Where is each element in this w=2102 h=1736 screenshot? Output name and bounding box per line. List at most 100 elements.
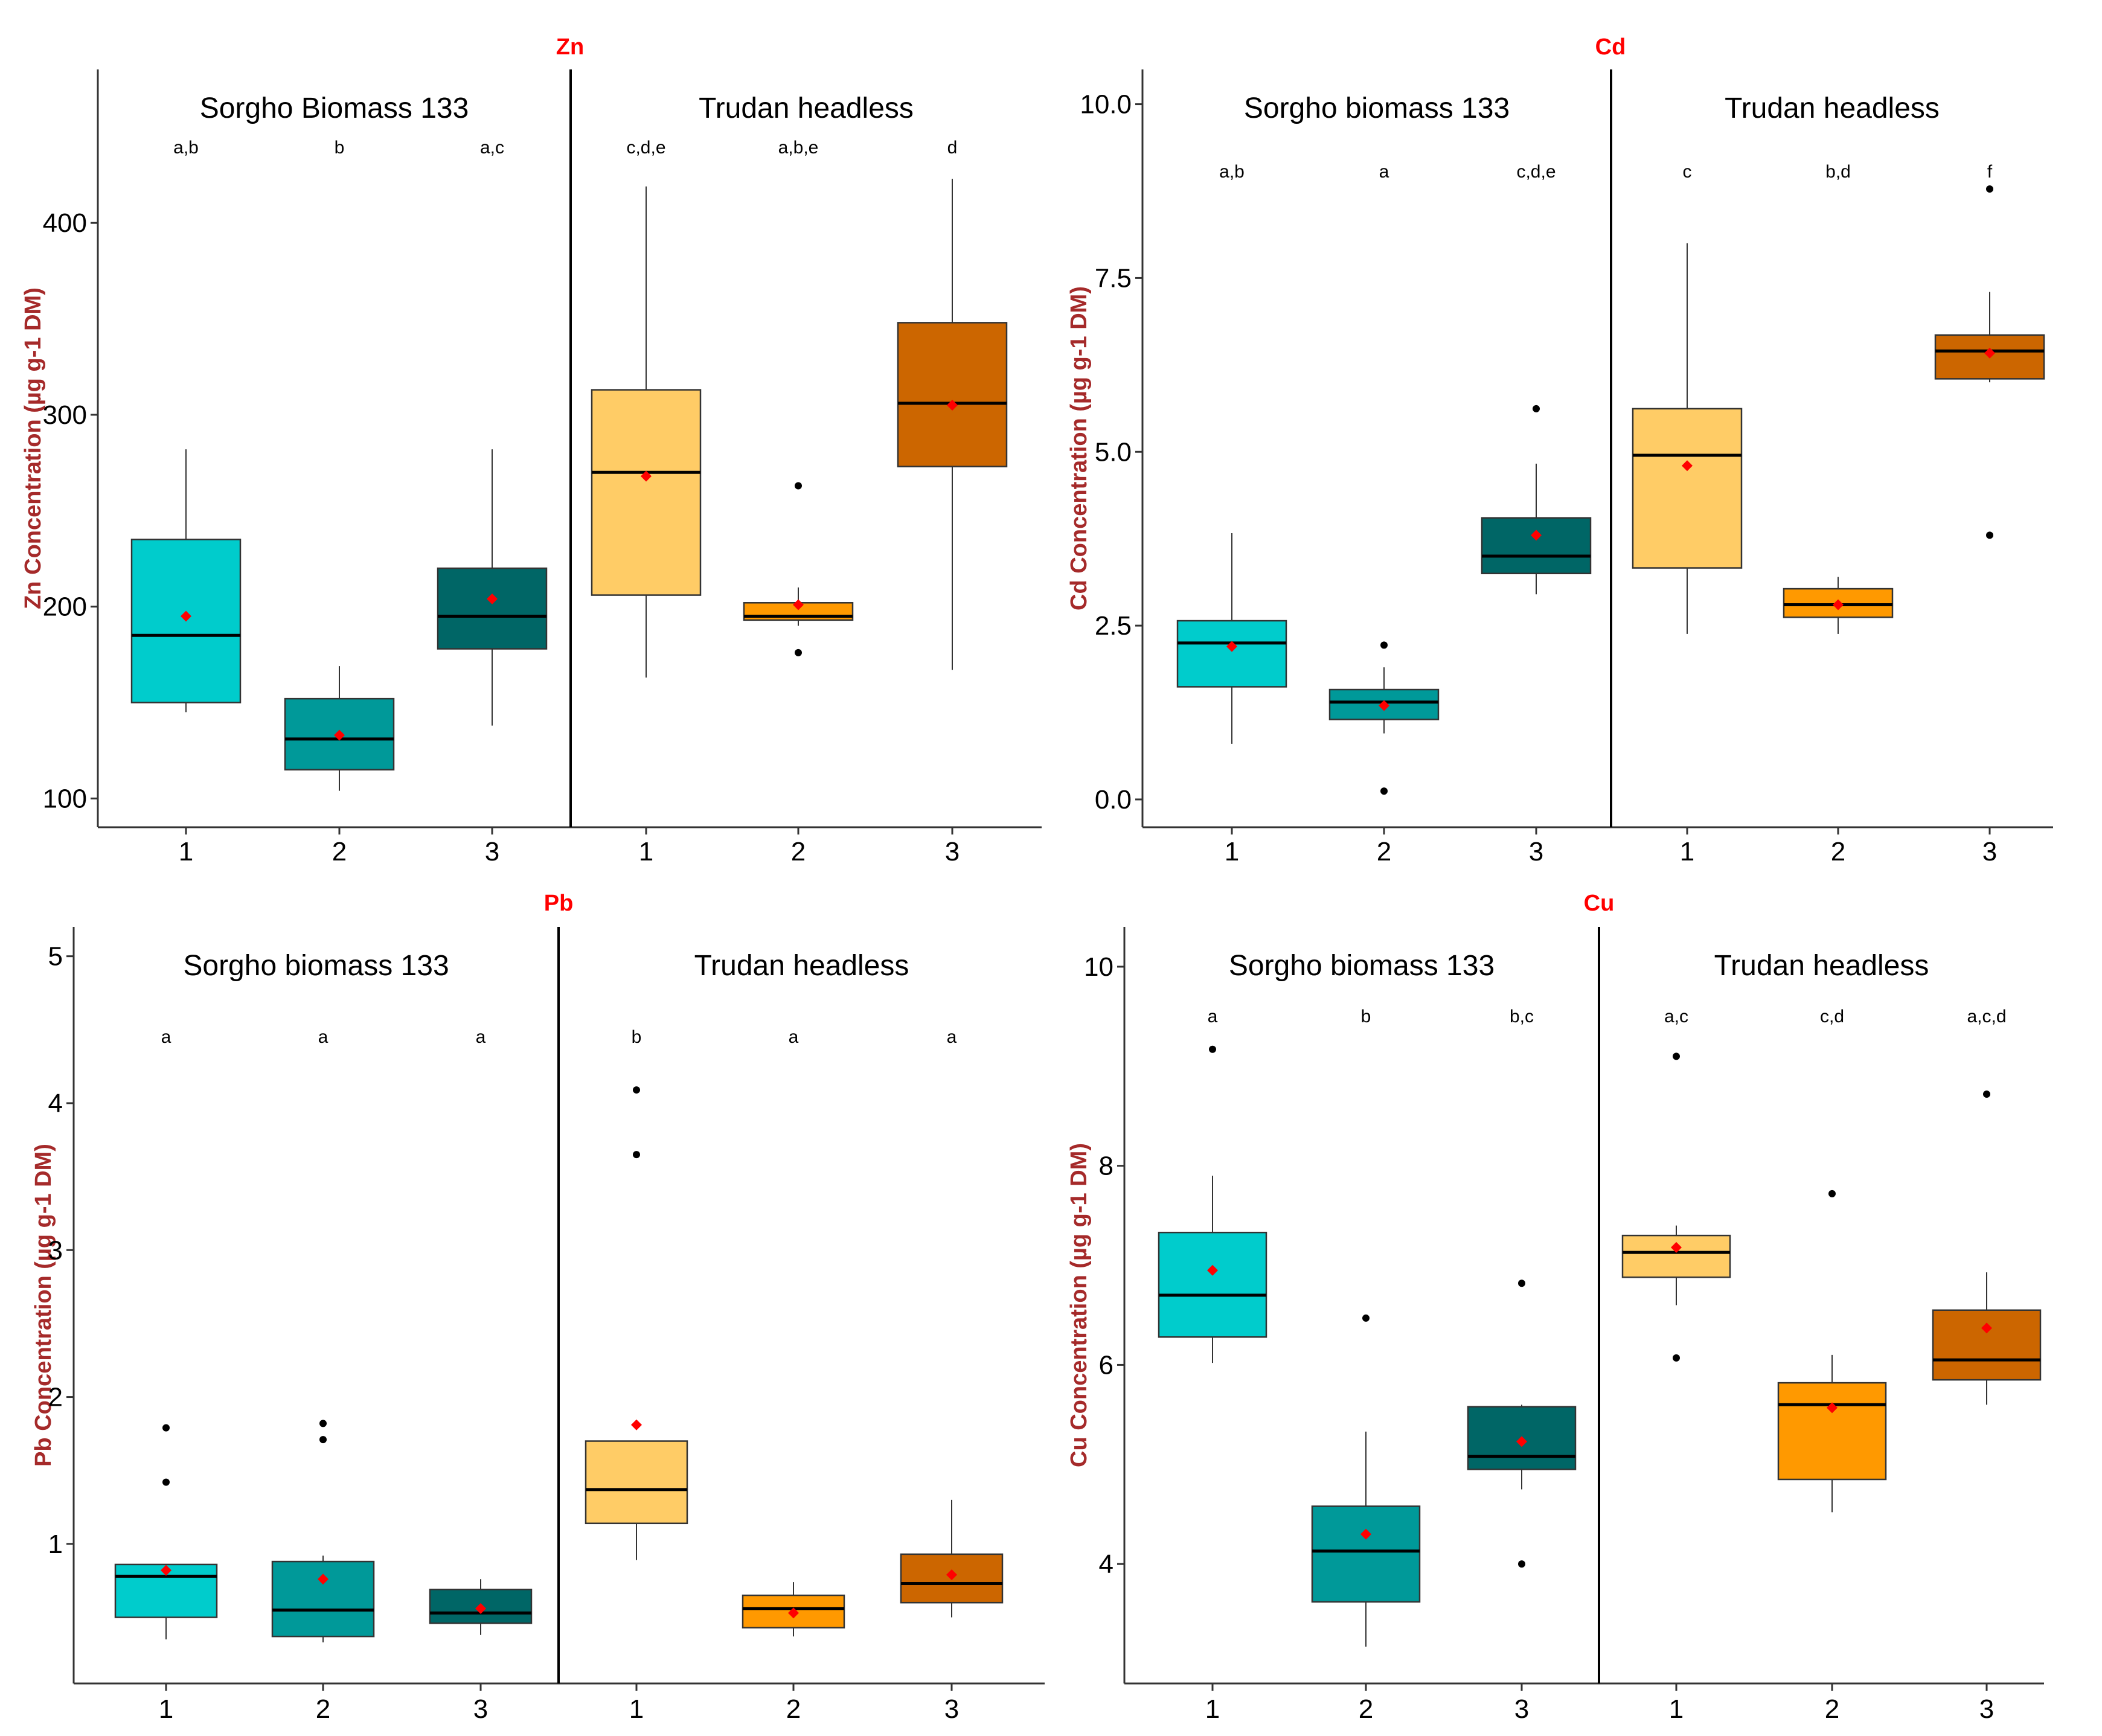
mean-marker <box>631 1419 642 1430</box>
mean-marker <box>1833 599 1844 610</box>
boxplot-group: a,b <box>130 138 242 713</box>
boxplot-group: a <box>429 1027 533 1635</box>
mean-marker <box>1981 1322 1992 1334</box>
significance-letters: a <box>947 1027 957 1047</box>
y-tick-label: 10 <box>1084 952 1113 982</box>
significance-letters: b,d <box>1825 162 1851 182</box>
outlier-point <box>319 1420 327 1427</box>
significance-letters: a,b <box>173 138 199 158</box>
significance-letters: a <box>789 1027 799 1047</box>
x-tick-label: 2 <box>791 837 806 866</box>
significance-letters: a,c <box>1664 1007 1688 1027</box>
outlier-point <box>1209 1045 1216 1053</box>
x-tick-label: 2 <box>1359 1694 1373 1724</box>
boxplot-group: a <box>114 1027 218 1640</box>
y-tick-label: 6 <box>1099 1350 1113 1380</box>
y-axis-label: Cd Concentration (µg g-1 DM) <box>1066 286 1092 610</box>
significance-letters: a,c <box>480 138 504 158</box>
mean-marker <box>1207 1264 1218 1276</box>
x-tick-label: 3 <box>1514 1694 1529 1724</box>
boxplot-group: b <box>585 1027 688 1560</box>
y-tick-label: 8 <box>1099 1151 1113 1181</box>
mean-marker <box>181 610 191 622</box>
outlier-point <box>795 649 802 656</box>
outlier-point <box>1828 1190 1836 1197</box>
significance-letters: a <box>1208 1007 1218 1027</box>
box <box>1481 517 1592 574</box>
significance-letters: a,b,e <box>778 138 819 158</box>
boxplot-group: d <box>897 138 1008 670</box>
box <box>585 1440 688 1525</box>
boxplot-group: a <box>1328 162 1440 795</box>
boxplot-group: f <box>1934 162 2045 539</box>
y-tick-label: 5.0 <box>1095 437 1132 467</box>
y-tick-label: 7.5 <box>1095 263 1132 293</box>
boxplot-group: c <box>1632 162 1743 634</box>
outlier-point <box>633 1151 640 1159</box>
significance-letters: a,b <box>1219 162 1245 182</box>
boxplot-group: b,d <box>1783 162 1894 634</box>
outlier-point <box>319 1436 327 1444</box>
boxplot-group: a <box>271 1027 375 1642</box>
boxplot-group: a,b,e <box>743 138 854 656</box>
x-tick-label: 2 <box>1831 837 1845 866</box>
y-tick-label: 100 <box>43 784 87 813</box>
y-tick-label: 300 <box>43 400 87 430</box>
x-tick-label: 2 <box>1377 837 1391 866</box>
boxplot-group: b <box>1311 1007 1421 1647</box>
mean-marker <box>1531 530 1542 541</box>
x-tick-label: 2 <box>316 1694 330 1724</box>
y-tick-label: 4 <box>48 1089 63 1118</box>
facet-label: Sorgho biomass 133 <box>1229 950 1495 982</box>
mean-marker <box>475 1603 486 1614</box>
outlier-point <box>1518 1560 1525 1568</box>
mean-marker <box>793 599 804 610</box>
y-tick-label: 2 <box>48 1383 63 1412</box>
boxplot-group: a <box>900 1027 1004 1618</box>
mean-marker <box>1516 1436 1527 1447</box>
mean-marker <box>318 1574 328 1585</box>
boxplot-group: c,d,e <box>591 138 702 678</box>
box <box>1176 620 1287 688</box>
plot-title: Zn <box>556 34 584 60</box>
facet-label: Sorgho biomass 133 <box>183 950 449 982</box>
facet-label: Trudan headless <box>1714 950 1929 982</box>
pb-panel: Pb Pb Concentration (µg g-1 DM) 1 2 3 4 5 1 2 3 1 2… <box>31 891 1045 1724</box>
mean-marker <box>947 400 958 411</box>
outlier-point <box>1362 1314 1370 1322</box>
y-tick-label: 1 <box>48 1529 63 1559</box>
mean-marker <box>1226 641 1237 652</box>
significance-letters: a <box>1379 162 1389 182</box>
outlier-point <box>1518 1280 1525 1287</box>
boxplot-group: a,c,d <box>1932 1007 2042 1405</box>
box <box>1158 1231 1267 1338</box>
y-tick-label: 2.5 <box>1095 611 1132 641</box>
cd-panel: Cd Cd Concentration (µg g-1 DM) 0.0 2.5 5.0 7… <box>1066 34 2053 866</box>
mean-marker <box>1379 700 1389 711</box>
mean-marker <box>1360 1528 1371 1540</box>
x-tick-label: 1 <box>1680 837 1694 866</box>
significance-letters: b <box>335 138 345 158</box>
mean-marker <box>487 593 498 604</box>
x-tick-label: 1 <box>1669 1694 1684 1724</box>
box <box>1932 1309 2042 1381</box>
boxplot-group: a,c <box>1621 1007 1731 1362</box>
x-tick-label: 3 <box>1979 1694 1994 1724</box>
mean-marker <box>1827 1402 1838 1414</box>
x-tick-label: 2 <box>786 1694 801 1724</box>
boxplot-group: c,d,e <box>1481 162 1592 595</box>
box <box>1621 1234 1731 1278</box>
significance-letters: b <box>1361 1007 1371 1027</box>
box <box>897 322 1008 467</box>
x-tick-label: 3 <box>945 837 960 866</box>
significance-letters: b <box>632 1027 642 1047</box>
y-axis-label: Cu Concentration (µg g-1 DM) <box>1066 1143 1092 1467</box>
x-tick-label: 2 <box>1825 1694 1839 1724</box>
outlier-point <box>1986 185 1993 193</box>
x-tick-label: 3 <box>944 1694 959 1724</box>
significance-letters: d <box>947 138 958 158</box>
significance-letters: c,d <box>1820 1007 1844 1027</box>
box <box>742 1594 845 1629</box>
